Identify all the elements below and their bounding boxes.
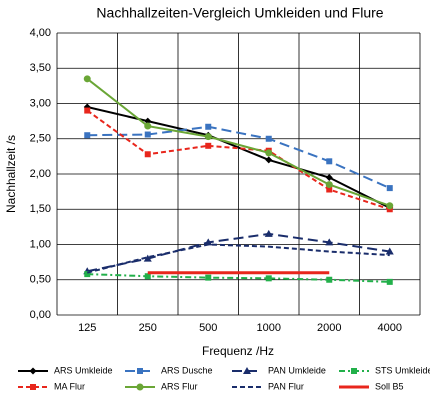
data-point bbox=[84, 107, 91, 114]
legend-marker bbox=[137, 368, 143, 374]
y-tick-label: 4,00 bbox=[30, 27, 51, 39]
y-tick-label: 2,50 bbox=[30, 133, 51, 145]
data-point bbox=[265, 149, 273, 157]
data-point bbox=[84, 271, 91, 278]
data-point bbox=[386, 278, 393, 285]
legend-label: ARS Umkleide bbox=[54, 365, 113, 375]
x-tick-label: 500 bbox=[199, 322, 217, 334]
x-axis-label: Frequenz /Hz bbox=[202, 344, 274, 358]
series-line bbox=[86, 78, 391, 207]
data-point bbox=[84, 132, 91, 139]
data-point bbox=[205, 142, 212, 149]
data-point bbox=[265, 275, 272, 282]
legend-label: ARS Flur bbox=[161, 381, 198, 391]
y-tick-label: 1,50 bbox=[30, 203, 51, 215]
chart-title: Nachhallzeiten-Vergleich Umkleiden und F… bbox=[96, 5, 383, 21]
data-point bbox=[326, 186, 333, 193]
series-line bbox=[87, 125, 391, 190]
x-tick-label: 1000 bbox=[257, 322, 281, 334]
legend-label: ARS Dusche bbox=[161, 365, 213, 375]
data-point bbox=[144, 151, 151, 158]
data-point bbox=[386, 185, 393, 192]
legend-marker bbox=[30, 384, 36, 390]
data-point bbox=[143, 254, 152, 262]
x-tick-label: 125 bbox=[78, 322, 96, 334]
data-point bbox=[205, 123, 212, 130]
data-point bbox=[325, 174, 333, 182]
data-point bbox=[83, 75, 91, 83]
data-point bbox=[204, 133, 212, 141]
legend-label: MA Flur bbox=[54, 381, 85, 391]
legend-label: Soll B5 bbox=[375, 381, 404, 391]
x-tick-label: 4000 bbox=[378, 322, 402, 334]
data-point bbox=[325, 238, 334, 246]
data-point bbox=[385, 247, 394, 255]
data-point bbox=[326, 158, 333, 165]
data-point bbox=[265, 135, 272, 142]
legend-marker bbox=[29, 367, 37, 375]
y-tick-label: 3,50 bbox=[30, 62, 51, 74]
legend-label: PAN Flur bbox=[268, 381, 304, 391]
data-point bbox=[326, 276, 333, 283]
y-axis-label: Nachhallzeit /s bbox=[4, 135, 18, 213]
legend-label: STS Umkleide bbox=[375, 365, 430, 375]
data-point bbox=[386, 202, 394, 210]
legend-label: PAN Umkleide bbox=[268, 365, 326, 375]
data-point bbox=[204, 238, 213, 246]
data-point bbox=[144, 273, 151, 280]
y-tick-label: 3,00 bbox=[30, 97, 51, 109]
data-point bbox=[144, 122, 152, 130]
data-point bbox=[144, 131, 151, 138]
series-line bbox=[87, 273, 390, 283]
x-tick-label: 250 bbox=[139, 322, 157, 334]
legend-marker bbox=[243, 367, 251, 374]
data-point bbox=[325, 181, 333, 189]
legend-marker bbox=[351, 368, 357, 374]
x-tick-label: 2000 bbox=[317, 322, 341, 334]
series-line bbox=[87, 243, 390, 274]
data-point bbox=[265, 156, 273, 164]
legend-marker bbox=[136, 383, 144, 391]
data-point bbox=[205, 274, 212, 281]
y-tick-label: 2,00 bbox=[30, 168, 51, 180]
y-tick-label: 1,00 bbox=[30, 238, 51, 250]
y-tick-label: 0,00 bbox=[30, 309, 51, 321]
data-point bbox=[386, 206, 393, 213]
y-tick-label: 0,50 bbox=[30, 274, 51, 286]
data-point bbox=[264, 229, 273, 237]
data-point bbox=[144, 117, 152, 125]
